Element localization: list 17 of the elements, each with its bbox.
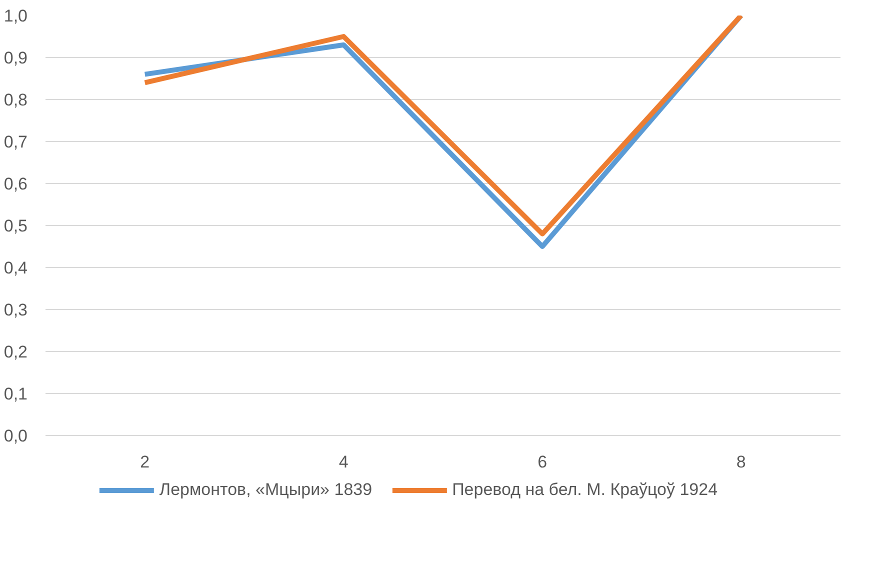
y-tick-label: 0,5 xyxy=(4,216,28,236)
y-tick-label: 0,4 xyxy=(4,258,28,278)
y-tick-label: 0,2 xyxy=(4,342,28,362)
y-tick-label: 0,0 xyxy=(4,426,28,446)
legend-label: Лермонтов, «Мцыри» 1839 xyxy=(159,480,372,500)
x-tick-label: 4 xyxy=(338,452,348,472)
y-tick-label: 0,6 xyxy=(4,174,28,194)
y-tick-label: 1,0 xyxy=(4,6,28,26)
y-tick-label: 0,8 xyxy=(4,90,28,110)
y-tick-label: 0,1 xyxy=(4,384,28,404)
y-tick-label: 0,3 xyxy=(4,300,28,320)
x-tick-label: 2 xyxy=(140,452,150,472)
y-tick-label: 0,7 xyxy=(4,132,28,152)
x-tick-label: 6 xyxy=(538,452,548,472)
x-tick-label: 8 xyxy=(736,452,746,472)
y-tick-label: 0,9 xyxy=(4,48,28,68)
legend-label: Перевод на бел. М. Краўцоў 1924 xyxy=(452,480,718,500)
